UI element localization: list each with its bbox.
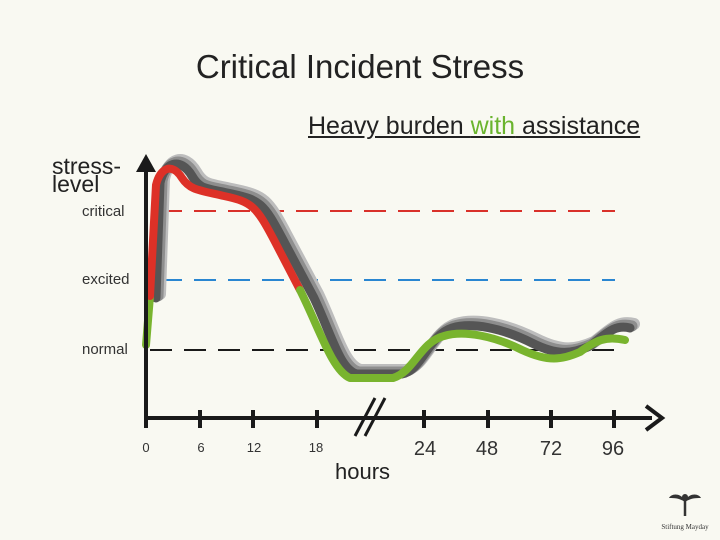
x-axis-label: hours <box>335 459 390 484</box>
subtitle-before: Heavy burden <box>308 112 471 140</box>
x-tick-label: 12 <box>247 440 261 455</box>
axis-break-mark <box>363 397 387 437</box>
x-tick-label: 0 <box>142 440 149 455</box>
y-axis-label-line2: level <box>52 171 99 197</box>
x-tick-label: 48 <box>476 438 498 460</box>
subtitle-after: assistance <box>515 112 641 140</box>
x-ticks <box>144 410 616 428</box>
level-label-excited: excited <box>82 271 130 288</box>
x-tick-label: 72 <box>540 438 562 460</box>
x-tick-label: 96 <box>602 438 624 460</box>
axis-break <box>353 397 387 437</box>
x-axis-arrow <box>644 404 666 432</box>
chart-subtitle: Heavy burden with assistance <box>308 112 640 141</box>
curve-red-segment <box>146 164 304 300</box>
seedling-icon <box>669 494 701 516</box>
curve-shadow-inner <box>151 159 635 379</box>
y-axis-label-line1: stress- <box>52 153 121 179</box>
curve-green-segment <box>296 286 629 382</box>
x-tick-label: 18 <box>309 440 323 455</box>
y-axis-arrow <box>136 154 156 172</box>
chart-title: Critical Incident Stress <box>195 48 525 85</box>
level-label-critical: critical <box>82 203 125 220</box>
stiftung-mayday-logo: Stiftung Mayday <box>660 488 710 531</box>
x-tick-label: 24 <box>414 438 436 460</box>
logo-text: Stiftung Mayday <box>661 523 709 531</box>
subtitle-highlight: with <box>470 112 516 140</box>
curve-shadow <box>151 154 640 379</box>
x-tick-label: 6 <box>197 440 204 455</box>
level-label-normal: normal <box>82 341 128 358</box>
axis-break-mark <box>353 397 377 437</box>
